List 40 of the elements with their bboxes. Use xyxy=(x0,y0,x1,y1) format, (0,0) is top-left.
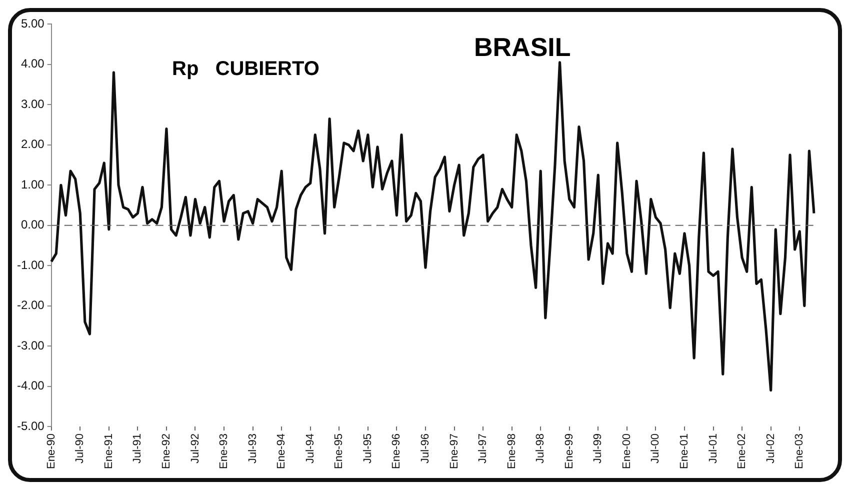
x-tick-label: Jul-97 xyxy=(477,434,490,464)
y-tick-label: 3.00 xyxy=(20,96,45,111)
x-tick-label: Ene-91 xyxy=(102,434,115,470)
y-tick-label: 5.00 xyxy=(20,16,45,31)
x-tick-label: Jul-94 xyxy=(304,434,316,464)
x-tick-label: Jul-02 xyxy=(764,434,777,464)
x-tick-label: Jul-92 xyxy=(189,434,202,464)
x-tick-label: Jul-96 xyxy=(420,434,432,464)
y-tick-label: -3.00 xyxy=(16,338,45,352)
y-tick-label: 2.00 xyxy=(20,137,45,152)
text: Rp CUBIERTO xyxy=(172,58,320,81)
x-tick-label: Jul-00 xyxy=(650,434,662,464)
x-tick-label: Jul-99 xyxy=(592,434,604,464)
x-tick-label: Ene-93 xyxy=(218,434,230,470)
x-tick-label: Jul-01 xyxy=(707,434,720,464)
x-tick-label: Ene-94 xyxy=(276,434,288,470)
x-tick-label: Ene-99 xyxy=(563,434,576,470)
x-tick-label: Ene-01 xyxy=(678,434,691,470)
x-tick-label: Ene-00 xyxy=(620,434,633,470)
x-tick-label: Ene-97 xyxy=(448,434,460,470)
x-tick-label: Jul-90 xyxy=(74,434,86,464)
y-tick-label: 4.00 xyxy=(20,56,45,71)
x-tick-label: Ene-92 xyxy=(160,434,172,470)
y-tick-label: 1.00 xyxy=(20,177,45,192)
x-tick-label: Ene-98 xyxy=(506,434,518,470)
x-tick-label: Ene-02 xyxy=(736,434,748,470)
x-tick-label: Jul-98 xyxy=(534,434,547,464)
x-tick-label: Ene-95 xyxy=(333,434,346,470)
x-tick-label: Ene-96 xyxy=(390,434,403,470)
y-tick-label: -2.00 xyxy=(16,298,45,312)
x-tick-label: Ene-03 xyxy=(794,434,806,470)
x-tick-label: Jul-93 xyxy=(246,434,259,464)
y-tick-label: -4.00 xyxy=(16,378,45,393)
x-tick-label: Jul-95 xyxy=(362,434,374,464)
y-tick-label: -1.00 xyxy=(16,258,45,272)
x-tick-label: Jul-91 xyxy=(132,434,144,464)
chart-title: BRASIL xyxy=(474,32,571,63)
y-tick-label: 0.00 xyxy=(20,218,45,232)
y-tick-label: -5.00 xyxy=(16,418,45,433)
x-tick-label: Ene-90 xyxy=(45,434,58,470)
